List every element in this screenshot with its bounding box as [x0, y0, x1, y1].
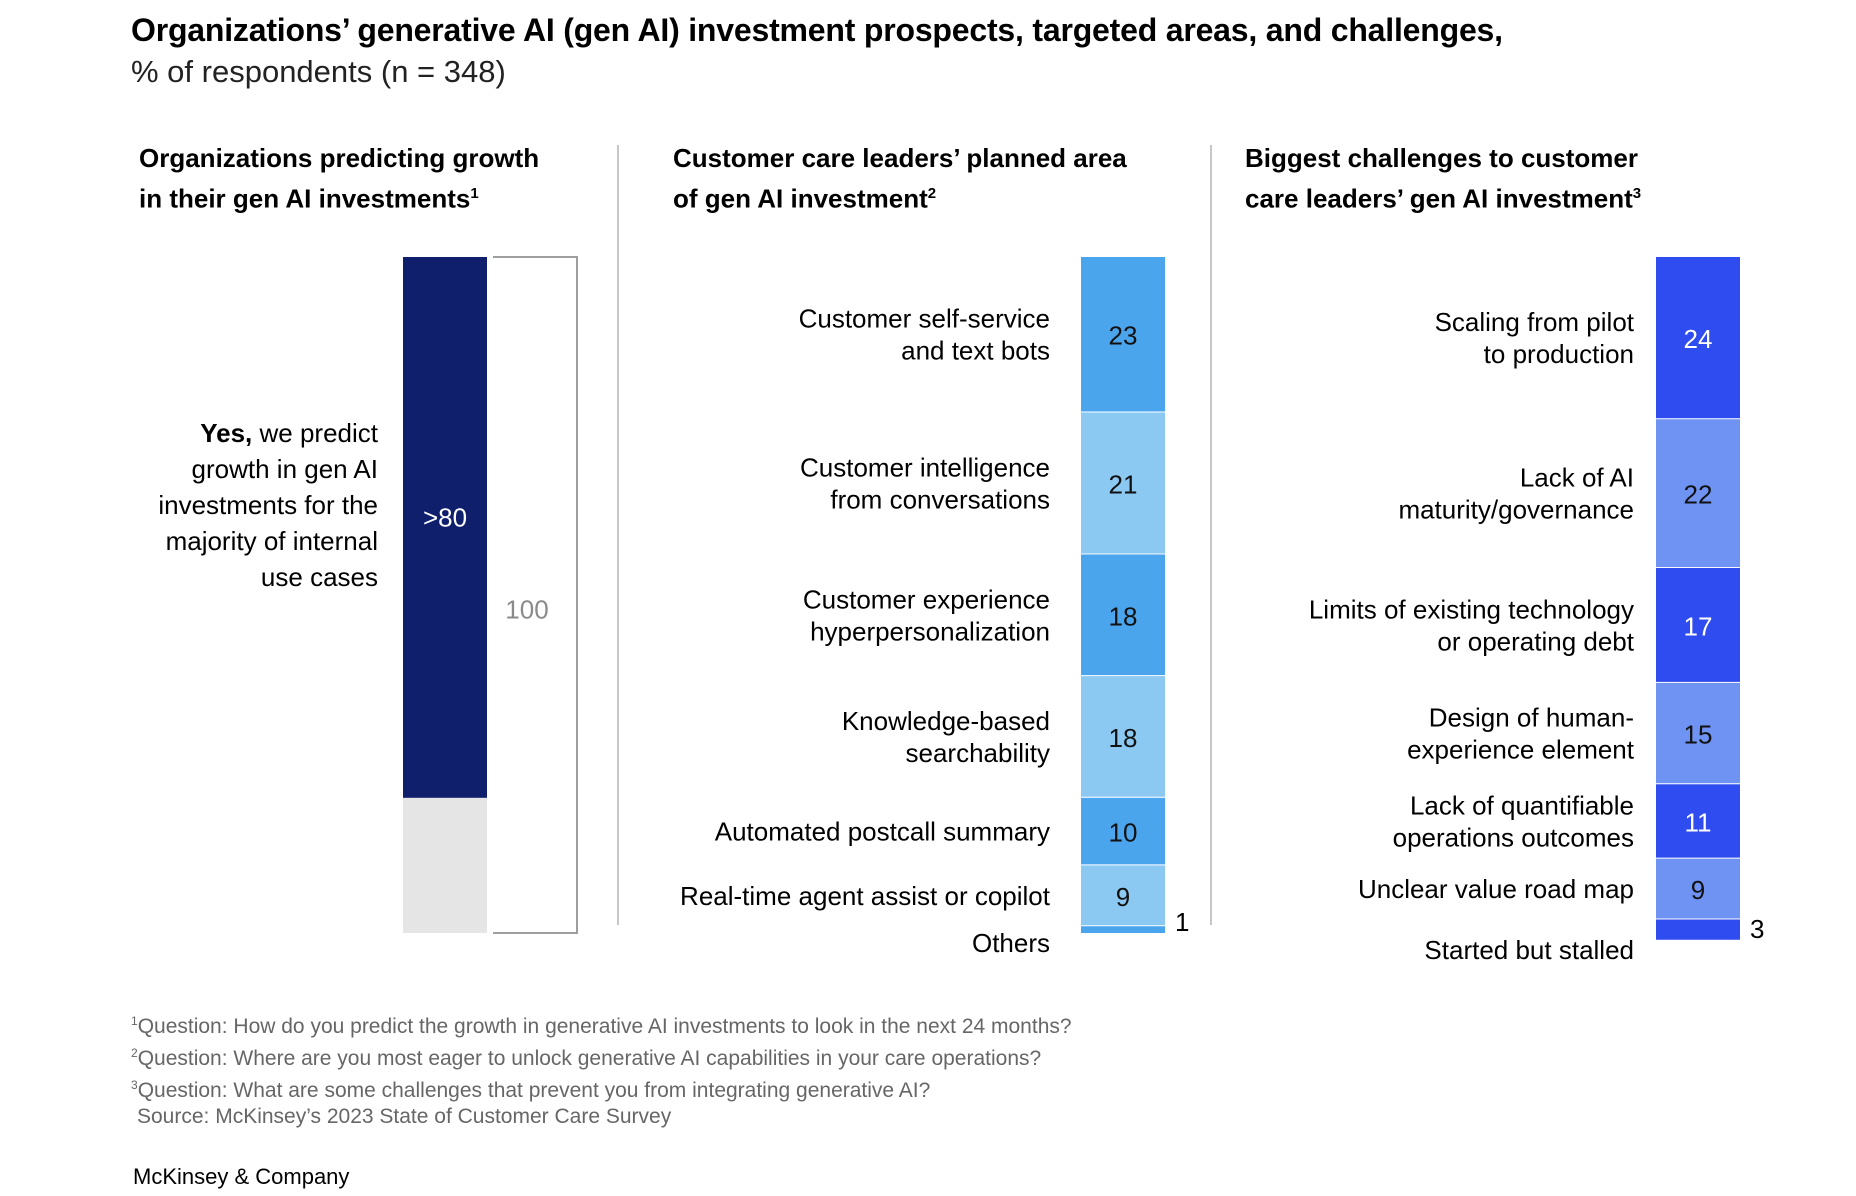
- panel-2-title-line1: Customer care leaders’ planned area: [673, 143, 1127, 173]
- panel-divider-1: [617, 145, 619, 925]
- challenge-label-2-line-1: Lack of AI: [1520, 463, 1634, 493]
- bar-yes-value: [403, 257, 487, 798]
- investment-label-4-line-1: Knowledge-based: [842, 706, 1050, 736]
- investment-value-4: 18: [1109, 723, 1138, 753]
- challenge-label-7-line-1: Started but stalled: [1424, 935, 1634, 965]
- investment-value-2: 21: [1109, 469, 1138, 499]
- challenge-segment-1: [1656, 257, 1740, 420]
- challenge-value-1: 24: [1684, 324, 1713, 354]
- challenge-value-7: 3: [1750, 914, 1764, 944]
- challenge-segment-4: [1656, 682, 1740, 785]
- challenge-value-2: 22: [1684, 480, 1713, 510]
- investment-label-1-line-2: and text bots: [901, 336, 1050, 366]
- challenge-label-6-line-1: Unclear value road map: [1358, 874, 1634, 904]
- chart-subtitle: % of respondents (n = 348): [131, 54, 506, 89]
- challenge-value-5: 11: [1685, 807, 1712, 837]
- investment-segment-2: [1081, 412, 1165, 555]
- panel-1-title-line1: Organizations predicting growth: [139, 143, 540, 173]
- investment-value-3: 18: [1109, 601, 1138, 631]
- footnote-marker-3: 3: [1632, 185, 1642, 202]
- investment-value-7: 1: [1175, 907, 1189, 937]
- investment-label-1-line-1: Customer self-service: [799, 304, 1050, 334]
- panel-1-title: Organizations predicting growth in their…: [139, 140, 539, 217]
- chart-title: Organizations’ generative AI (gen AI) in…: [131, 12, 1503, 48]
- footnote-marker-1: 1: [470, 185, 479, 202]
- challenge-label-5-line-2: operations outcomes: [1393, 822, 1634, 852]
- investment-label-4-line-2: searchability: [905, 738, 1050, 768]
- footnote-marker-2: 2: [927, 185, 937, 202]
- source-note: Source: McKinsey’s 2023 State of Custome…: [137, 1105, 672, 1128]
- challenge-label-3-line-2: or operating debt: [1437, 626, 1634, 656]
- footnotes: 1Question: How do you predict the growth…: [131, 1008, 1072, 1130]
- brand-logo-text: McKinsey & Company: [133, 1164, 350, 1189]
- investment-label-7-line-1: Others: [972, 928, 1050, 958]
- challenge-segment-7: [1656, 919, 1740, 940]
- bar-total-label: 100: [505, 595, 548, 625]
- challenge-segment-2: [1656, 419, 1740, 568]
- investment-segment-5: [1081, 797, 1165, 866]
- challenge-label-3-line-1: Limits of existing technology: [1309, 594, 1634, 624]
- footnote-1: 1Question: How do you predict the growth…: [131, 1014, 1072, 1038]
- challenge-label-4-line-2: experience element: [1407, 735, 1635, 765]
- panel-divider-2: [1210, 145, 1212, 925]
- bar-total-outline: [493, 256, 578, 934]
- panel-3-title-line2: care leaders’ gen AI investment3: [1245, 183, 1642, 214]
- challenge-label-5-line-1: Lack of quantifiable: [1410, 790, 1634, 820]
- challenge-value-6: 9: [1691, 875, 1705, 905]
- challenge-segment-5: [1656, 784, 1740, 859]
- investment-segment-6: [1081, 865, 1165, 927]
- bar-yes-value-label: >80: [423, 503, 467, 533]
- yes-label-rest: we predict growth in gen AI investments …: [158, 418, 378, 592]
- investment-label-2-line-2: from conversations: [830, 484, 1050, 514]
- investment-segment-7: [1081, 926, 1165, 933]
- yes-label-bold: Yes,: [200, 418, 253, 448]
- panel-1-title-line2: in their gen AI investments1: [139, 183, 479, 214]
- challenge-label-4-line-1: Design of human-: [1429, 703, 1634, 733]
- investment-value-6: 9: [1116, 882, 1130, 912]
- investment-segment-1: [1081, 257, 1165, 413]
- investment-label-6-line-1: Real-time agent assist or copilot: [680, 881, 1051, 911]
- footnote-3: 3Question: What are some challenges that…: [131, 1078, 931, 1102]
- investment-label-2-line-1: Customer intelligence: [800, 452, 1050, 482]
- yes-label: Yes, we predict growth in gen AI investm…: [150, 415, 378, 595]
- challenge-label-2-line-2: maturity/governance: [1398, 495, 1634, 525]
- challenge-value-3: 17: [1684, 611, 1713, 641]
- challenge-segment-6: [1656, 858, 1740, 920]
- investment-segment-3: [1081, 554, 1165, 677]
- investment-label-5-line-1: Automated postcall summary: [715, 817, 1050, 847]
- challenge-label-1-line-2: to production: [1484, 339, 1634, 369]
- footnote-2: 2Question: Where are you most eager to u…: [131, 1046, 1042, 1070]
- panel-2-title-line2: of gen AI investment2: [673, 183, 937, 214]
- panel-3-title: Biggest challenges to customer care lead…: [1245, 140, 1641, 217]
- panel-3-title-line1: Biggest challenges to customer: [1245, 143, 1638, 173]
- challenge-label-1-line-1: Scaling from pilot: [1435, 307, 1635, 337]
- investment-label-3-line-1: Customer experience: [803, 584, 1050, 614]
- challenge-value-4: 15: [1684, 720, 1713, 750]
- investment-value-1: 23: [1109, 321, 1138, 351]
- investment-value-5: 10: [1109, 818, 1138, 848]
- challenge-segment-3: [1656, 567, 1740, 683]
- panel-2-title: Customer care leaders’ planned area of g…: [673, 140, 1127, 217]
- investment-segment-4: [1081, 676, 1165, 798]
- investment-label-3-line-2: hyperpersonalization: [810, 616, 1050, 646]
